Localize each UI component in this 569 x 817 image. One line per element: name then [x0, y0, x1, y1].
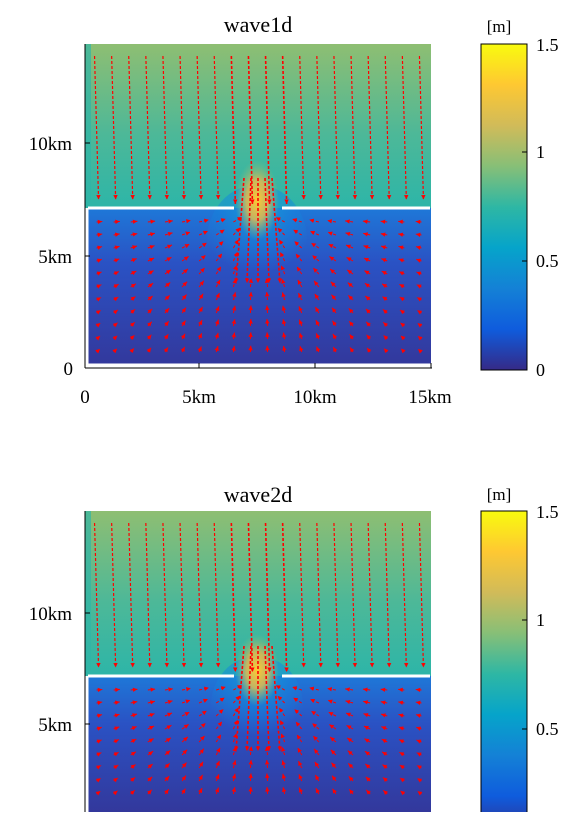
- colorbar-tick-label: 0.5: [536, 251, 559, 271]
- colorbar-tick-label: 1.5: [536, 502, 559, 522]
- x-tick-label: 10km: [293, 387, 337, 408]
- y-tick-label: 5km: [38, 247, 72, 268]
- x-tick-label: 0: [80, 387, 90, 408]
- chart-title: wave2d: [224, 482, 292, 507]
- y-tick-label: 5km: [38, 715, 72, 736]
- colorbar-tick-label: 0.5: [536, 719, 559, 739]
- panel-wave2d: wave2d 5km 10km [m] 0.5 1 1.5: [29, 482, 559, 812]
- x-tick-label: 15km: [408, 387, 452, 408]
- colorbar-gradient: [481, 44, 527, 370]
- colorbar-tick-label: 1: [536, 610, 545, 630]
- colorbar: [m] 0 0.5 1 1.5: [481, 17, 559, 380]
- y-ticks: 5km 10km: [29, 604, 90, 736]
- y-tick-label: 10km: [29, 134, 73, 155]
- y-tick-label: 10km: [29, 604, 73, 625]
- gap-high-glow: [235, 634, 279, 706]
- chart-title: wave1d: [224, 12, 292, 37]
- colorbar-tick-label: 0: [536, 360, 545, 380]
- colorbar-gradient: [481, 511, 527, 812]
- colorbar-tick-label: 1.5: [536, 35, 559, 55]
- x-ticks: 0 5km 10km 15km: [80, 363, 452, 408]
- colorbar: [m] 0.5 1 1.5: [481, 485, 559, 812]
- colorbar-unit: [m]: [487, 485, 512, 504]
- left-edge-strip: [85, 44, 91, 208]
- plot-area: [85, 44, 431, 366]
- panel-wave1d: wave1d 0 5km 10km 15km: [29, 12, 559, 408]
- y-ticks: 0 5km 10km: [29, 134, 90, 380]
- colorbar-tick-label: 1: [536, 142, 545, 162]
- x-tick-label: 5km: [182, 387, 216, 408]
- colorbar-unit: [m]: [487, 17, 512, 36]
- y-tick-label: 0: [64, 359, 74, 380]
- plot-area: [85, 511, 431, 812]
- left-edge-strip: [85, 511, 91, 676]
